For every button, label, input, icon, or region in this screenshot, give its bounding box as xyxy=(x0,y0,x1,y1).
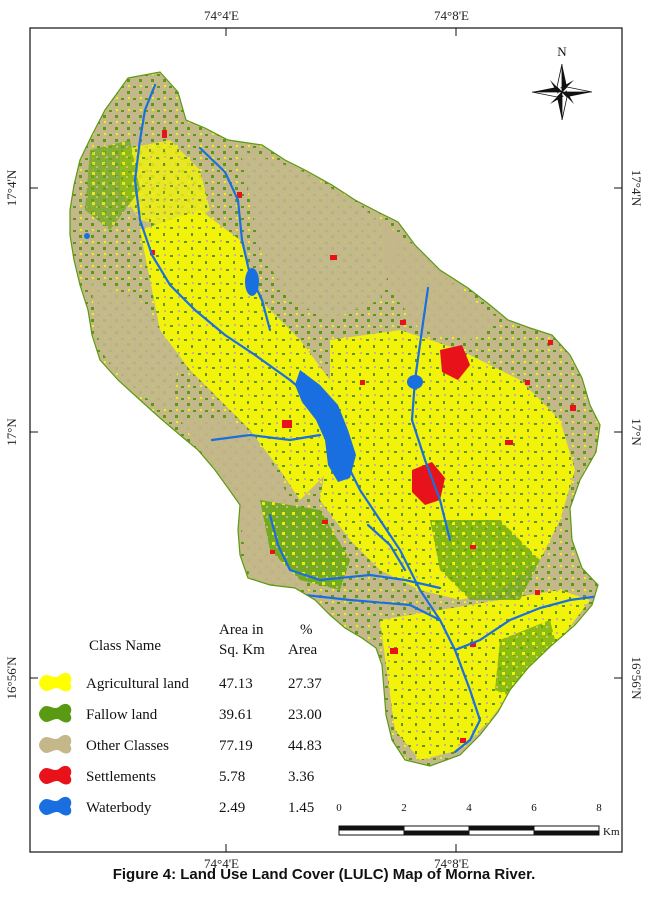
legend-percent-4: 1.45 xyxy=(288,800,314,816)
legend-swatch-1 xyxy=(39,703,72,723)
north-arrow-label: N xyxy=(557,44,567,59)
left-latitude-label-2: 17°N xyxy=(4,418,19,446)
settlement-patches xyxy=(150,130,576,743)
left-latitude-label-1: 17°4'N xyxy=(4,169,19,207)
legend-class-name-1: Fallow land xyxy=(86,707,158,723)
scale-tick-8: 8 xyxy=(596,802,602,814)
legend-area-4: 2.49 xyxy=(219,800,245,816)
legend-class-name-4: Waterbody xyxy=(86,800,152,816)
legend-header-area-line2: Sq. Km xyxy=(219,642,265,658)
legend-header-pct-line1: % xyxy=(300,622,313,638)
legend-area-0: 47.13 xyxy=(219,676,253,692)
legend-header-pct-line2: Area xyxy=(288,642,317,658)
right-latitude-label-2: 17°N xyxy=(629,418,644,446)
left-latitude-label-3: 16°56'N xyxy=(4,656,19,700)
legend-swatch-3 xyxy=(39,765,72,785)
legend-class-name-3: Settlements xyxy=(86,769,156,785)
legend-class-name-0: Agricultural land xyxy=(86,676,189,692)
legend-percent-2: 44.83 xyxy=(288,738,322,754)
scale-tick-0: 0 xyxy=(336,802,342,814)
water-bodies xyxy=(84,233,591,491)
graticule-ticks xyxy=(30,28,622,852)
legend-area-2: 77.19 xyxy=(219,738,253,754)
legend: Class Name Area in Sq. Km % Area Agricul… xyxy=(39,622,322,816)
legend-percent-3: 3.36 xyxy=(288,769,315,785)
legend-swatch-0 xyxy=(39,672,72,692)
legend-swatch-4 xyxy=(39,796,72,816)
legend-header-area-line1: Area in xyxy=(219,622,264,638)
scale-tick-2: 2 xyxy=(401,802,407,814)
legend-swatch-2 xyxy=(39,734,72,754)
top-longitude-label-1: 74°4'E xyxy=(204,8,239,23)
bottom-longitude-label-1: 74°4'E xyxy=(204,856,239,871)
scale-tick-4: 4 xyxy=(466,802,472,814)
scale-unit: Km xyxy=(603,826,620,838)
bottom-longitude-label-2: 74°8'E xyxy=(434,856,469,871)
scale-bar: 0 2 4 6 8 Km xyxy=(336,802,620,838)
legend-area-3: 5.78 xyxy=(219,769,245,785)
figure-caption: Figure 4: Land Use Land Cover (LULC) Map… xyxy=(112,866,536,883)
right-latitude-label-3: 16°56'N xyxy=(629,656,644,700)
legend-percent-0: 27.37 xyxy=(288,676,322,692)
river-network xyxy=(133,83,600,754)
scale-tick-6: 6 xyxy=(531,802,537,814)
legend-header-class: Class Name xyxy=(89,638,161,654)
map-canvas: N Class Name Area in Sq. Km % Area Agric… xyxy=(29,27,623,853)
legend-area-1: 39.61 xyxy=(219,707,253,723)
north-arrow-icon xyxy=(531,63,593,121)
basin-boundary xyxy=(69,71,601,767)
top-longitude-label-2: 74°8'E xyxy=(434,8,469,23)
map-frame: N Class Name Area in Sq. Km % Area Agric… xyxy=(4,8,644,871)
right-latitude-label-1: 17°4'N xyxy=(629,169,644,207)
legend-percent-1: 23.00 xyxy=(288,707,322,723)
legend-class-name-2: Other Classes xyxy=(86,738,169,754)
